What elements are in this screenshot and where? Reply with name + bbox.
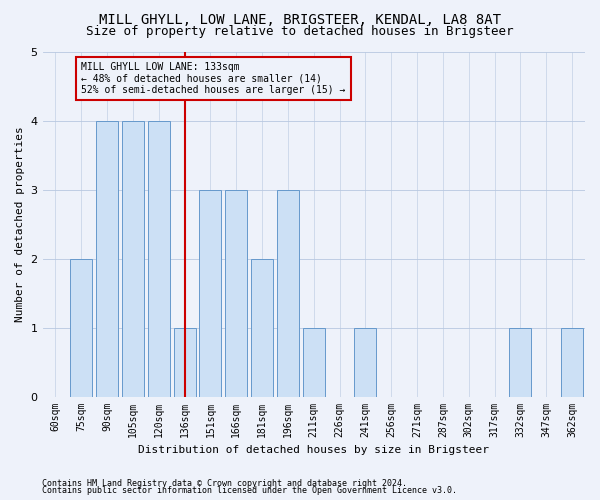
Bar bbox=[122, 120, 144, 396]
Bar bbox=[199, 190, 221, 396]
Bar bbox=[277, 190, 299, 396]
Text: Size of property relative to detached houses in Brigsteer: Size of property relative to detached ho… bbox=[86, 25, 514, 38]
Bar bbox=[225, 190, 247, 396]
Bar bbox=[251, 258, 273, 396]
Bar bbox=[509, 328, 532, 396]
Bar bbox=[96, 120, 118, 396]
Text: Contains HM Land Registry data © Crown copyright and database right 2024.: Contains HM Land Registry data © Crown c… bbox=[42, 478, 407, 488]
Y-axis label: Number of detached properties: Number of detached properties bbox=[15, 126, 25, 322]
Text: MILL GHYLL, LOW LANE, BRIGSTEER, KENDAL, LA8 8AT: MILL GHYLL, LOW LANE, BRIGSTEER, KENDAL,… bbox=[99, 12, 501, 26]
X-axis label: Distribution of detached houses by size in Brigsteer: Distribution of detached houses by size … bbox=[138, 445, 489, 455]
Bar bbox=[303, 328, 325, 396]
Text: MILL GHYLL LOW LANE: 133sqm
← 48% of detached houses are smaller (14)
52% of sem: MILL GHYLL LOW LANE: 133sqm ← 48% of det… bbox=[81, 62, 346, 95]
Text: Contains public sector information licensed under the Open Government Licence v3: Contains public sector information licen… bbox=[42, 486, 457, 495]
Bar bbox=[173, 328, 196, 396]
Bar bbox=[148, 120, 170, 396]
Bar bbox=[561, 328, 583, 396]
Bar bbox=[70, 258, 92, 396]
Bar bbox=[355, 328, 376, 396]
